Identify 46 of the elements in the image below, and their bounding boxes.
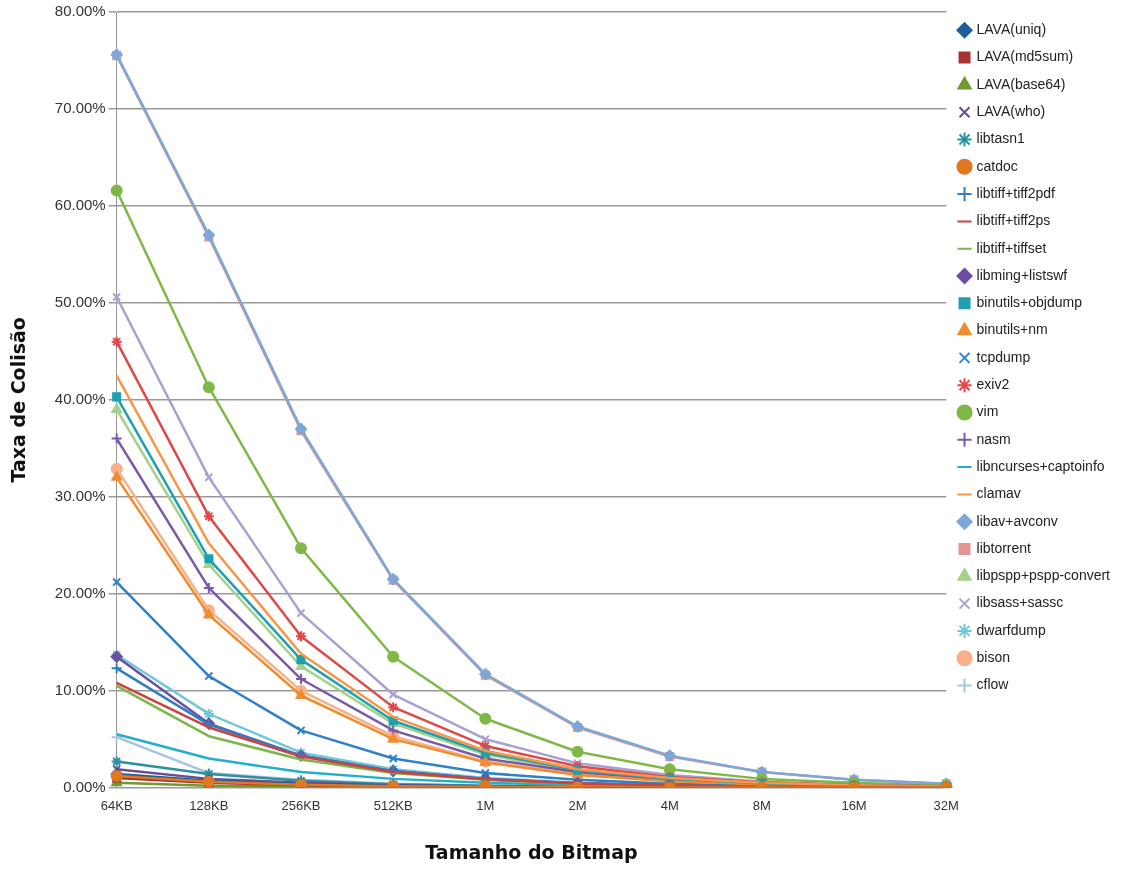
x-tick-label: 64KB (100, 797, 133, 813)
x-axis-title: Tamanho do Bitmap (425, 840, 638, 863)
legend-label: libsass+sassc (976, 594, 1064, 611)
y-tick-label: 70.00% (54, 99, 106, 117)
y-tick-label: 80.00% (54, 2, 106, 20)
x-tick-label: 8M (752, 797, 771, 813)
y-tick-label: 20.00% (54, 583, 106, 601)
legend-label: libtiff+tiffset (976, 239, 1047, 256)
legend-label: libtiff+tiff2ps (976, 212, 1051, 229)
legend-label: LAVA(base64) (976, 75, 1066, 92)
legend-label: LAVA(md5sum) (976, 48, 1074, 65)
legend-label: exiv2 (976, 376, 1010, 393)
y-tick-label: 0.00% (63, 777, 106, 795)
legend-label: binutils+nm (976, 321, 1048, 338)
legend-label: LAVA(uniq) (976, 21, 1047, 38)
legend-label: libtiff+tiff2pdf (976, 184, 1056, 201)
y-tick-label: 50.00% (54, 292, 106, 310)
y-tick-label: 60.00% (54, 196, 106, 214)
legend-label: cflow (976, 676, 1010, 693)
x-tick-label: 4M (660, 797, 679, 813)
y-tick-label: 10.00% (54, 680, 106, 698)
legend-label: libncurses+captoinfo (976, 457, 1105, 474)
y-tick-label: 30.00% (54, 486, 106, 504)
y-tick-label: 40.00% (54, 389, 106, 407)
legend-label: libtorrent (976, 539, 1032, 556)
x-tick-label: 512KB (373, 797, 413, 813)
legend-label: bison (976, 649, 1010, 666)
legend-label: vim (976, 403, 999, 420)
y-axis-title: Taxa de Colisão (7, 317, 30, 483)
legend-label: binutils+objdump (976, 294, 1083, 311)
legend-label: libming+listswf (976, 266, 1068, 283)
x-tick-label: 1M (476, 797, 495, 813)
x-tick-label: 256KB (281, 797, 321, 813)
legend-label: libav+avconv (976, 512, 1058, 529)
legend-label: catdoc (976, 157, 1018, 174)
legend-label: nasm (976, 430, 1011, 447)
legend-label: tcpdump (976, 348, 1031, 365)
x-tick-label: 16M (841, 797, 867, 813)
x-tick-label: 2M (568, 797, 587, 813)
x-tick-label: 128KB (189, 797, 229, 813)
legend-label: libtasn1 (976, 130, 1025, 147)
legend-label: LAVA(who) (976, 103, 1046, 120)
x-tick-label: 32M (933, 797, 959, 813)
legend-label: dwarfdump (976, 621, 1046, 638)
legend-label: clamav (976, 485, 1021, 502)
legend-label: libpspp+pspp-convert (976, 567, 1111, 584)
